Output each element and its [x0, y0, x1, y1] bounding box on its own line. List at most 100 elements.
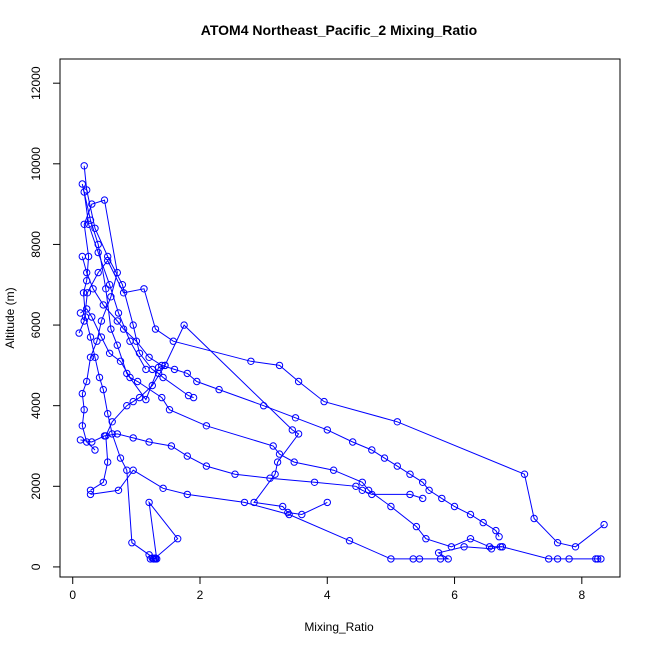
data-point	[553, 539, 562, 547]
data-point	[498, 543, 506, 551]
data-point	[285, 510, 293, 519]
data-point	[279, 502, 287, 511]
data-point	[94, 268, 102, 277]
y-tick-label: 6000	[29, 311, 43, 338]
series-line	[83, 165, 194, 399]
data-point	[368, 446, 376, 454]
data-point	[97, 333, 106, 341]
data-point	[530, 514, 538, 523]
data-point	[406, 490, 414, 499]
data-point	[140, 285, 148, 293]
data-point	[495, 533, 503, 541]
data-point	[108, 418, 116, 426]
data-point	[104, 410, 112, 418]
data-point	[91, 446, 99, 454]
data-point	[88, 313, 96, 321]
series-line	[81, 183, 328, 516]
series-7	[78, 180, 331, 519]
y-tick-label: 12000	[29, 66, 43, 100]
data-point	[113, 317, 122, 325]
y-tick-label: 2000	[29, 473, 43, 500]
data-point	[288, 426, 296, 434]
data-point	[571, 543, 580, 551]
data-point	[183, 452, 192, 460]
data-point	[422, 535, 430, 543]
series-8	[80, 162, 198, 402]
data-point	[161, 361, 169, 370]
data-point	[99, 301, 108, 309]
y-tick-label: 4000	[29, 392, 43, 419]
data-point	[94, 248, 102, 257]
data-point	[479, 518, 487, 527]
data-point	[86, 490, 95, 499]
data-point	[83, 268, 91, 277]
data-point	[126, 337, 134, 345]
data-point	[271, 470, 279, 478]
data-point	[438, 494, 446, 503]
y-tick-label: 8000	[29, 231, 43, 258]
x-tick-label: 6	[451, 588, 458, 602]
series-line	[81, 199, 179, 560]
y-tick-label: 0	[29, 563, 43, 570]
data-point	[202, 422, 211, 430]
data-point	[275, 361, 284, 370]
data-point	[184, 391, 193, 400]
data-point	[95, 373, 104, 382]
data-point	[415, 555, 424, 563]
y-axis-label: Altitude (m)	[3, 287, 17, 348]
data-point	[80, 162, 88, 170]
data-point	[368, 490, 376, 499]
data-point	[329, 466, 338, 474]
data-point	[291, 414, 300, 422]
data-point	[597, 555, 605, 563]
data-point	[76, 309, 85, 317]
data-point	[240, 498, 249, 507]
data-point	[83, 377, 91, 386]
series-line	[83, 191, 147, 370]
data-point	[100, 196, 109, 204]
data-point	[180, 321, 188, 329]
data-point	[492, 526, 500, 535]
data-point	[284, 508, 292, 517]
data-point	[93, 337, 101, 345]
data-point	[104, 458, 112, 466]
data-point	[273, 458, 282, 466]
data-point	[91, 224, 99, 233]
data-point	[450, 502, 459, 511]
data-point	[352, 482, 360, 490]
data-point	[116, 357, 125, 365]
data-point	[78, 252, 87, 261]
data-point	[247, 357, 255, 365]
data-point	[113, 341, 122, 349]
data-point	[159, 484, 167, 492]
data-point	[107, 325, 115, 333]
data-point	[393, 418, 401, 426]
data-point	[447, 543, 456, 551]
data-point	[151, 325, 160, 333]
x-tick-label: 4	[324, 588, 331, 602]
data-point	[83, 305, 91, 313]
data-point	[349, 438, 357, 446]
series-line	[90, 469, 601, 560]
data-point	[102, 285, 110, 293]
data-point	[78, 389, 87, 398]
data-point	[520, 470, 529, 478]
data-point	[145, 353, 153, 361]
data-point	[419, 494, 427, 503]
data-point	[142, 395, 150, 404]
data-point	[419, 478, 427, 486]
x-tick-label: 0	[69, 588, 76, 602]
data-point	[78, 180, 87, 188]
series-layer	[75, 162, 608, 563]
data-point	[97, 317, 106, 325]
series-1	[78, 196, 182, 563]
y-tick-label: 10000	[29, 147, 43, 181]
data-point	[86, 333, 95, 341]
data-point	[425, 486, 433, 494]
data-point	[145, 438, 153, 446]
series-4	[76, 305, 506, 551]
data-point	[83, 289, 92, 297]
data-point	[80, 406, 88, 414]
x-tick-label: 8	[578, 588, 585, 602]
